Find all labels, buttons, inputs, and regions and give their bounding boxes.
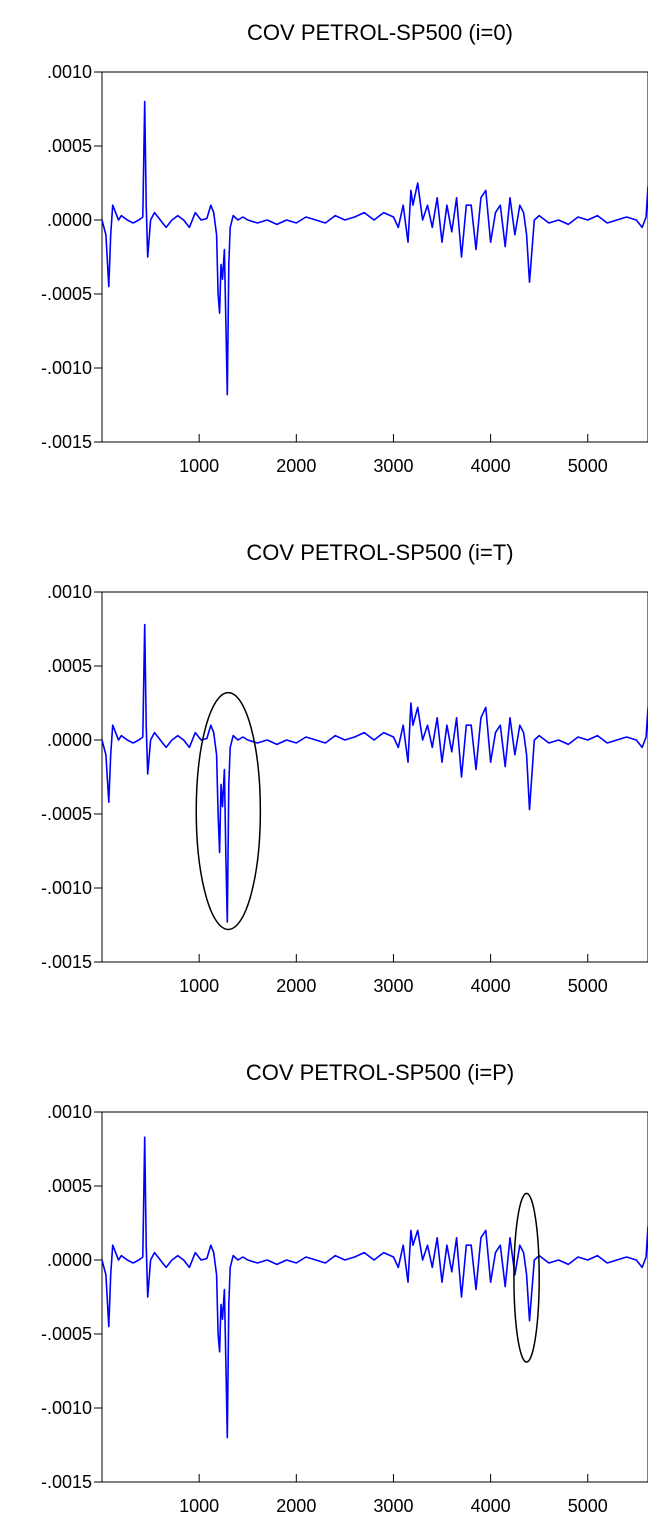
- x-tick-label: 2000: [276, 456, 316, 476]
- x-tick-label: 3000: [373, 456, 413, 476]
- x-tick-label: 2000: [276, 1496, 316, 1516]
- chart-panel-2: COV PETROL-SP500 (i=T) .0010 .0005 .0000 -.…: [0, 520, 648, 1000]
- chart-svg-2: COV PETROL-SP500 (i=T) .0010 .0005 .0000 -.…: [41, 540, 648, 996]
- x-tick-label: 5000: [568, 976, 608, 996]
- series-line: [101, 100, 648, 396]
- x-tick-label: 3000: [373, 1496, 413, 1516]
- x-tick-label: 2000: [276, 976, 316, 996]
- chart-title: COV PETROL-SP500 (i=P): [246, 1060, 514, 1085]
- y-tick-label: .0000: [47, 730, 92, 750]
- highlight-ellipse: [513, 1192, 540, 1363]
- plot-frame: [101, 1111, 648, 1483]
- chart-title: COV PETROL-SP500 (i=0): [247, 20, 513, 45]
- y-tick-label: .0010: [47, 582, 92, 602]
- y-tick-label: .0010: [47, 62, 92, 82]
- y-tick-label: -.0015: [41, 1472, 92, 1492]
- x-tick-label: 1000: [179, 456, 219, 476]
- y-tick-label: -.0010: [41, 358, 92, 378]
- y-tick-label: -.0015: [41, 952, 92, 972]
- highlight-ellipse: [195, 691, 262, 931]
- y-tick-label: .0005: [47, 136, 92, 156]
- x-tick-label: 1000: [179, 976, 219, 996]
- plot-frame: [101, 71, 648, 443]
- y-tick-label: .0000: [47, 1250, 92, 1270]
- y-tick-label: -.0005: [41, 1324, 92, 1344]
- chart-svg-3: COV PETROL-SP500 (i=P) .0010 .0005 .0000 -.…: [41, 1060, 648, 1516]
- chart-panel-3: COV PETROL-SP500 (i=P) .0010 .0005 .0000 -.…: [0, 1040, 648, 1520]
- series-line: [101, 1136, 648, 1439]
- x-tick-label: 5000: [568, 1496, 608, 1516]
- chart-svg-1: COV PETROL-SP500 (i=0) .0010 .0005 .0000 -.…: [41, 20, 648, 476]
- y-tick-label: -.0005: [41, 804, 92, 824]
- y-tick-label: -.0010: [41, 878, 92, 898]
- plot-frame: [101, 591, 648, 963]
- y-tick-label: -.0015: [41, 432, 92, 452]
- y-tick-label: -.0010: [41, 1398, 92, 1418]
- chart-title: COV PETROL-SP500 (i=T): [246, 540, 513, 565]
- x-tick-label: 5000: [568, 456, 608, 476]
- y-tick-label: .0005: [47, 656, 92, 676]
- y-tick-label: -.0005: [41, 284, 92, 304]
- chart-panel-1: COV PETROL-SP500 (i=0) .0010 .0005 .0000 -.…: [0, 0, 648, 480]
- y-tick-label: .0000: [47, 210, 92, 230]
- x-tick-label: 3000: [373, 976, 413, 996]
- x-tick-label: 4000: [471, 976, 511, 996]
- y-tick-label: .0010: [47, 1102, 92, 1122]
- x-tick-label: 4000: [471, 456, 511, 476]
- series-line: [101, 623, 648, 923]
- x-tick-label: 4000: [471, 1496, 511, 1516]
- y-tick-label: .0005: [47, 1176, 92, 1196]
- x-tick-label: 1000: [179, 1496, 219, 1516]
